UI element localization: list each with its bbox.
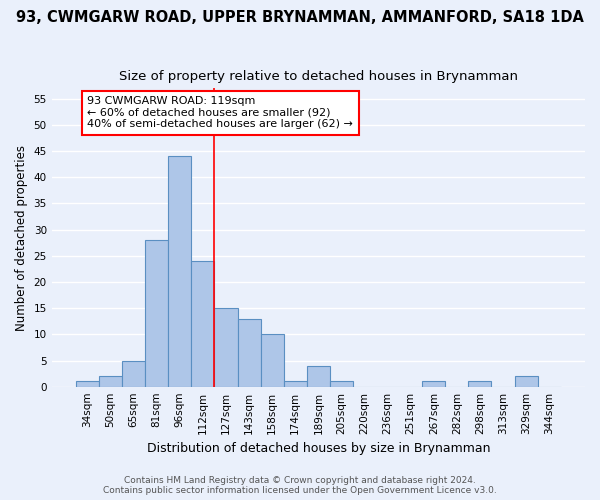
Bar: [76, 382, 99, 386]
Title: Size of property relative to detached houses in Brynamman: Size of property relative to detached ho…: [119, 70, 518, 83]
Bar: [145, 240, 168, 386]
Text: Contains HM Land Registry data © Crown copyright and database right 2024.
Contai: Contains HM Land Registry data © Crown c…: [103, 476, 497, 495]
Bar: [307, 366, 330, 386]
Bar: [260, 334, 284, 386]
Bar: [330, 382, 353, 386]
Text: 93, CWMGARW ROAD, UPPER BRYNAMMAN, AMMANFORD, SA18 1DA: 93, CWMGARW ROAD, UPPER BRYNAMMAN, AMMAN…: [16, 10, 584, 25]
Bar: [214, 308, 238, 386]
Bar: [469, 382, 491, 386]
Bar: [168, 156, 191, 386]
Bar: [99, 376, 122, 386]
Bar: [422, 382, 445, 386]
Bar: [238, 318, 260, 386]
Bar: [515, 376, 538, 386]
X-axis label: Distribution of detached houses by size in Brynamman: Distribution of detached houses by size …: [146, 442, 490, 455]
Bar: [284, 382, 307, 386]
Bar: [191, 261, 214, 386]
Bar: [122, 360, 145, 386]
Text: 93 CWMGARW ROAD: 119sqm
← 60% of detached houses are smaller (92)
40% of semi-de: 93 CWMGARW ROAD: 119sqm ← 60% of detache…: [88, 96, 353, 130]
Y-axis label: Number of detached properties: Number of detached properties: [15, 144, 28, 330]
